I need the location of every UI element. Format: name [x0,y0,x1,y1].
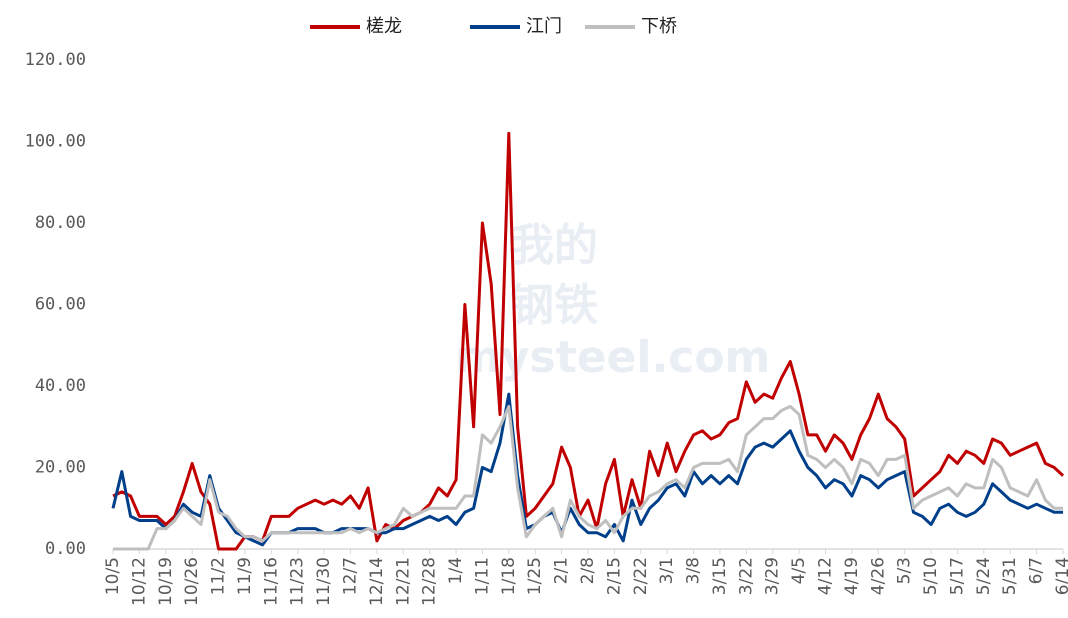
x-tick-label: 5/3 [895,557,915,584]
x-tick-label: 5/17 [947,557,967,595]
x-tick-label: 4/12 [816,557,836,595]
x-tick-label: 1/4 [446,557,466,584]
x-tick-label: 3/15 [710,557,730,595]
x-tick-label: 1/18 [499,557,519,595]
x-tick-label: 3/22 [736,557,756,595]
x-tick-label: 11/9 [235,557,255,595]
x-tick-label: 2/8 [578,557,598,584]
x-tick-label: 5/31 [1000,557,1020,595]
x-tick-label: 2/22 [631,557,651,595]
x-tick-label: 3/8 [684,557,704,584]
x-tick-label: 1/25 [525,557,545,595]
x-tick-label: 10/26 [182,557,202,606]
watermark: mysteel.com [455,332,770,383]
x-tick-label: 11/16 [261,557,281,606]
x-tick-label: 3/29 [763,557,783,595]
legend-label: 槎龙 [366,16,402,37]
x-tick-label: 10/12 [129,557,149,606]
x-tick-label: 4/26 [868,557,888,595]
x-tick-label: 3/1 [657,557,677,584]
legend-label: 下桥 [641,16,677,37]
series-line [113,404,1063,551]
x-tick-label: 4/19 [842,557,862,595]
x-tick-label: 11/23 [288,557,308,606]
x-tick-label: 6/14 [1053,557,1068,595]
x-tick-label: 4/5 [789,557,809,584]
y-tick-label: 20.00 [35,458,86,478]
x-tick-label: 2/1 [552,557,572,584]
x-tick-label: 5/24 [974,557,994,595]
series-line [111,392,1063,547]
x-tick-label: 10/19 [156,557,176,606]
x-tick-label: 11/2 [209,557,229,595]
y-tick-label: 100.00 [25,132,86,152]
x-tick-label: 11/30 [314,557,334,606]
x-tick-label: 12/21 [393,557,413,606]
y-tick-label: 40.00 [35,376,86,396]
y-tick-label: 60.00 [35,295,86,315]
legend-label: 江门 [526,16,562,37]
x-tick-label: 12/14 [367,557,387,606]
x-tick-label: 1/11 [472,557,492,595]
x-tick-label: 12/7 [341,557,361,595]
x-tick-label: 12/28 [420,557,440,606]
y-tick-label: 120.00 [25,50,86,70]
x-tick-label: 6/7 [1027,557,1047,584]
x-tick-label: 2/15 [604,557,624,595]
x-tick-label: 5/10 [921,557,941,595]
watermark: 我的 [510,220,598,271]
y-tick-label: 80.00 [35,213,86,233]
series-line [112,131,1065,551]
watermark: 钢铁 [510,280,598,331]
y-tick-label: 0.00 [45,539,86,559]
x-tick-label: 10/5 [103,557,123,595]
